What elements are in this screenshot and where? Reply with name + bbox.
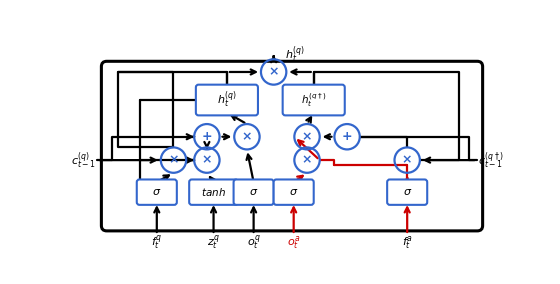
FancyBboxPatch shape: [274, 179, 314, 205]
Text: $\sigma$: $\sigma$: [249, 187, 258, 197]
FancyBboxPatch shape: [137, 179, 177, 205]
Text: $f_t^a$: $f_t^a$: [402, 234, 413, 251]
Text: $o_t^a$: $o_t^a$: [287, 234, 301, 251]
Text: ×: ×: [268, 66, 279, 78]
Text: ×: ×: [168, 154, 179, 167]
FancyBboxPatch shape: [283, 85, 345, 115]
Text: ×: ×: [302, 130, 312, 143]
Text: $c_{t-1}^{(q)}$: $c_{t-1}^{(q)}$: [71, 150, 96, 170]
FancyBboxPatch shape: [196, 85, 258, 115]
Text: $h_t^{(q\dagger)}$: $h_t^{(q\dagger)}$: [301, 91, 326, 109]
Text: $\sigma$: $\sigma$: [289, 187, 298, 197]
Text: $\sigma$: $\sigma$: [403, 187, 412, 197]
FancyBboxPatch shape: [234, 179, 274, 205]
Text: ×: ×: [202, 154, 212, 167]
Text: $z_t^q$: $z_t^q$: [207, 234, 220, 252]
FancyBboxPatch shape: [189, 179, 238, 205]
Text: $f_t^q$: $f_t^q$: [151, 234, 162, 252]
Text: +: +: [342, 130, 352, 143]
Text: ×: ×: [302, 154, 312, 167]
FancyBboxPatch shape: [387, 179, 427, 205]
Text: $o_t^q$: $o_t^q$: [246, 234, 260, 252]
Text: $c_{t-1}^{(q\dagger)}$: $c_{t-1}^{(q\dagger)}$: [478, 150, 503, 170]
Text: ×: ×: [242, 130, 252, 143]
Text: $\sigma$: $\sigma$: [152, 187, 161, 197]
Text: $h_t^{(q)}$: $h_t^{(q)}$: [217, 90, 237, 110]
Text: $h_t^{(q)}$: $h_t^{(q)}$: [285, 44, 305, 65]
FancyBboxPatch shape: [101, 61, 483, 231]
Text: ×: ×: [402, 154, 412, 167]
Text: +: +: [202, 130, 212, 143]
Text: $tanh$: $tanh$: [201, 186, 226, 198]
